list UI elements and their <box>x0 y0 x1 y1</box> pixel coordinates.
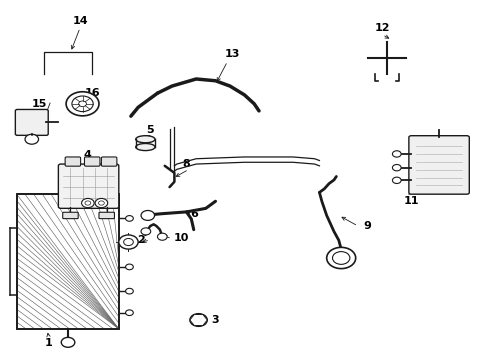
Circle shape <box>125 264 133 270</box>
Text: 2: 2 <box>137 235 144 245</box>
Text: 12: 12 <box>374 23 389 33</box>
Circle shape <box>81 198 94 208</box>
Circle shape <box>125 288 133 294</box>
FancyBboxPatch shape <box>84 157 100 166</box>
Bar <box>17 194 119 329</box>
Text: 9: 9 <box>363 221 371 231</box>
Circle shape <box>392 165 400 171</box>
Circle shape <box>25 134 39 144</box>
Ellipse shape <box>136 136 155 143</box>
Circle shape <box>332 252 349 264</box>
Circle shape <box>79 101 86 107</box>
Circle shape <box>392 151 400 157</box>
Circle shape <box>119 235 138 249</box>
Text: 16: 16 <box>84 88 100 98</box>
Text: 8: 8 <box>182 159 190 169</box>
FancyBboxPatch shape <box>101 157 117 166</box>
Bar <box>17 194 119 329</box>
FancyBboxPatch shape <box>65 157 81 166</box>
Circle shape <box>189 314 207 327</box>
Text: 14: 14 <box>72 15 88 26</box>
FancyBboxPatch shape <box>408 136 468 194</box>
Text: 4: 4 <box>83 150 91 160</box>
Ellipse shape <box>136 144 155 150</box>
Circle shape <box>72 96 93 112</box>
Text: 3: 3 <box>211 315 219 325</box>
Circle shape <box>194 317 203 323</box>
Text: 11: 11 <box>403 196 418 206</box>
Circle shape <box>125 310 133 315</box>
Circle shape <box>123 238 133 246</box>
Text: 6: 6 <box>189 209 197 219</box>
FancyBboxPatch shape <box>58 164 119 208</box>
Text: 7: 7 <box>91 200 98 210</box>
Circle shape <box>85 201 91 205</box>
Circle shape <box>66 92 99 116</box>
Circle shape <box>392 177 400 184</box>
Circle shape <box>125 240 133 246</box>
Circle shape <box>141 228 150 235</box>
Text: 5: 5 <box>146 125 154 135</box>
Circle shape <box>61 337 75 347</box>
Circle shape <box>141 211 154 220</box>
Text: 1: 1 <box>45 338 53 348</box>
Text: 10: 10 <box>174 234 189 243</box>
Circle shape <box>125 216 133 221</box>
FancyBboxPatch shape <box>62 212 78 219</box>
Text: 13: 13 <box>224 49 240 59</box>
Circle shape <box>326 247 355 269</box>
Polygon shape <box>189 315 207 325</box>
Text: 15: 15 <box>31 99 47 109</box>
Circle shape <box>95 198 107 208</box>
Circle shape <box>98 201 104 205</box>
Circle shape <box>157 233 167 240</box>
FancyBboxPatch shape <box>15 109 48 135</box>
FancyBboxPatch shape <box>99 212 114 219</box>
